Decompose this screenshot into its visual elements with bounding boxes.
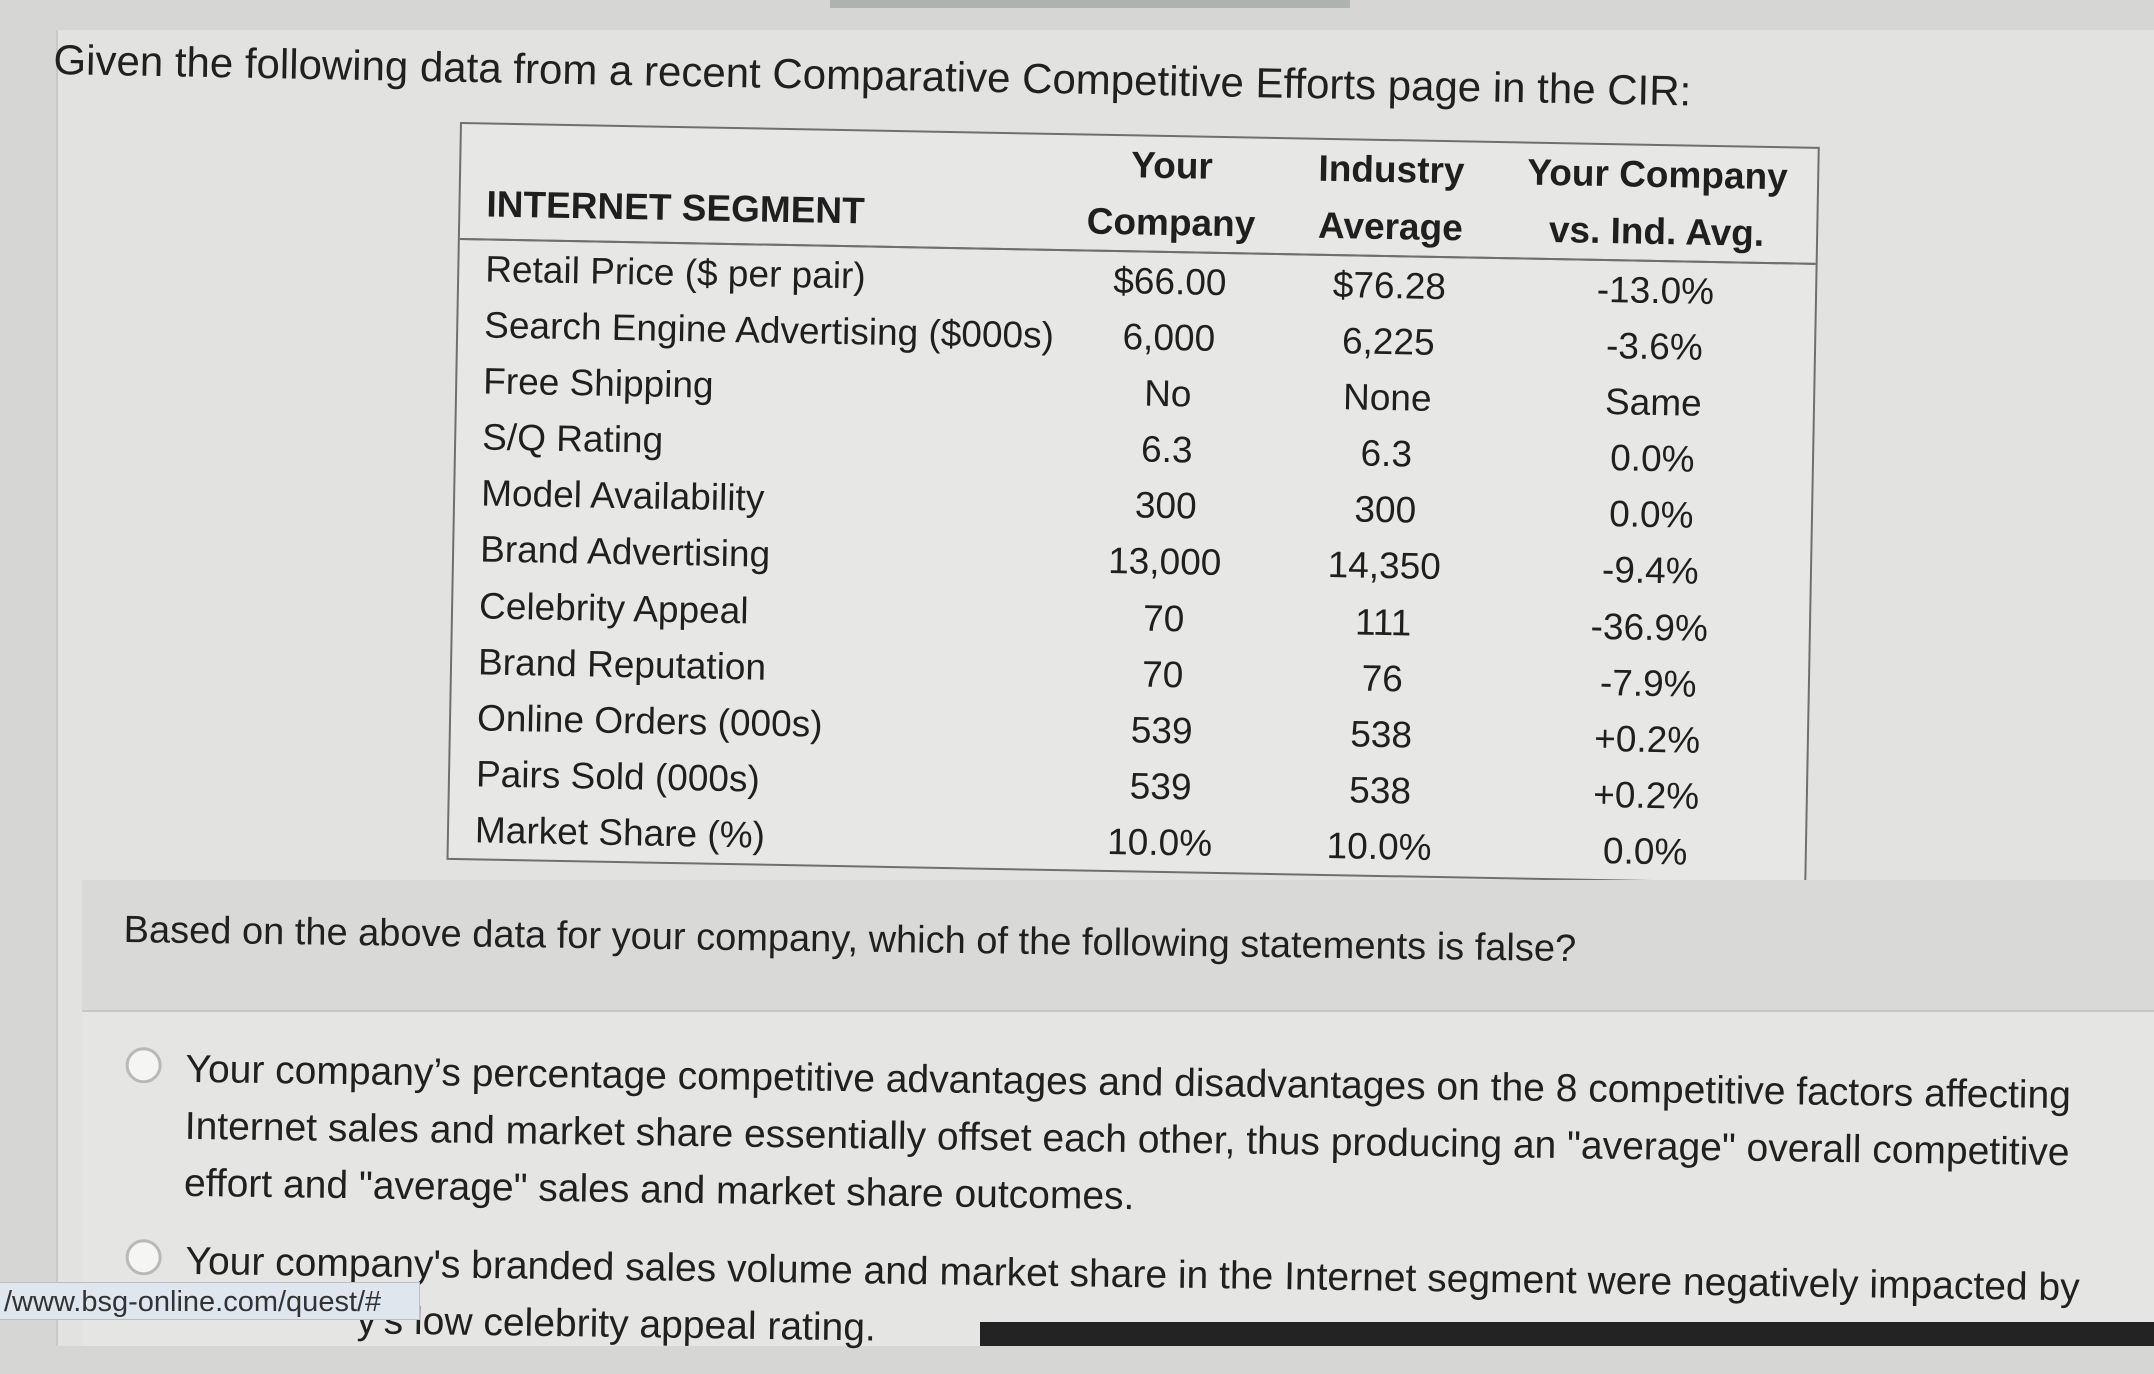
industry-average-value: 76 <box>1361 657 1404 700</box>
your-company-header-line-1: Your <box>1130 144 1214 187</box>
row-label: Online Orders (000s) <box>476 697 823 745</box>
your-company-value: 6.3 <box>1140 428 1193 471</box>
row-label: Market Share (%) <box>474 809 766 857</box>
industry-average-header: Industry Average <box>1283 139 1499 259</box>
your-company-value: 6,000 <box>1122 315 1216 359</box>
row-label: Search Engine Advertising ($000s) <box>483 304 1055 356</box>
comparison-value: Same <box>1604 380 1703 424</box>
your-company-value: No <box>1143 372 1192 415</box>
industry-average-value: 111 <box>1354 601 1412 644</box>
your-company-value: 539 <box>1130 709 1193 752</box>
comparison-value: -13.0% <box>1596 268 1715 312</box>
your-company-value: $66.00 <box>1112 259 1227 303</box>
comparison-value: +0.2% <box>1592 774 1700 817</box>
internet-segment-table: INTERNET SEGMENT Your Company Industry A… <box>449 124 1818 883</box>
comparative-efforts-table: INTERNET SEGMENT Your Company Industry A… <box>446 122 1820 885</box>
industry-average-value: 6.3 <box>1360 432 1413 475</box>
row-label: Retail Price ($ per pair) <box>484 248 867 297</box>
row-label: Free Shipping <box>482 360 714 406</box>
industry-average-header-line-1: Industry <box>1318 147 1465 192</box>
industry-average-value: 300 <box>1354 488 1417 531</box>
comparison-value: +0.2% <box>1593 717 1701 761</box>
your-company-value: 70 <box>1142 597 1185 639</box>
question-stem-bar <box>82 880 2154 1012</box>
industry-average-value: 538 <box>1348 769 1412 812</box>
segment-header: INTERNET SEGMENT <box>459 124 1060 250</box>
row-label: Celebrity Appeal <box>478 585 749 631</box>
comparison-value: -3.6% <box>1605 324 1704 368</box>
industry-average-value: $76.28 <box>1332 263 1447 307</box>
comparison-value: 0.0% <box>1602 830 1688 873</box>
row-label: Pairs Sold (000s) <box>475 753 761 800</box>
industry-average-value: None <box>1342 376 1432 419</box>
comparison-value: 0.0% <box>1608 493 1694 536</box>
comparison-value: -9.4% <box>1601 549 1699 593</box>
row-label: S/Q Rating <box>481 416 664 461</box>
answer-option-text-line-2[interactable]: y's low celebrity appeal rating. <box>356 1299 877 1350</box>
your-company-value: 70 <box>1141 653 1184 696</box>
row-label: Model Availability <box>480 472 765 519</box>
comparison-value: -36.9% <box>1590 605 1709 649</box>
status-bar-overlap-space <box>185 1331 357 1333</box>
comparison-value: 0.0% <box>1609 437 1695 480</box>
your-company-value: 300 <box>1134 484 1198 527</box>
industry-average-value: 6,225 <box>1341 319 1436 363</box>
your-company-value: 13,000 <box>1107 540 1222 584</box>
comparison-value: -7.9% <box>1599 661 1697 705</box>
your-company-value: 10.0% <box>1106 821 1213 865</box>
industry-average-value: 14,350 <box>1327 544 1442 588</box>
your-company-header: Your Company <box>1057 134 1286 255</box>
comparison-header-line-1: Your Company <box>1527 151 1789 198</box>
comparison-header-line-2: vs. Ind. Avg. <box>1548 208 1765 254</box>
your-company-value: 539 <box>1129 765 1192 808</box>
your-company-header-line-2: Company <box>1086 200 1256 245</box>
browser-status-url: /www.bsg-online.com/quest/# <box>0 1282 420 1320</box>
industry-average-value: 538 <box>1349 713 1413 756</box>
row-label: Brand Reputation <box>477 641 767 688</box>
row-label: Brand Advertising <box>479 528 771 576</box>
screen-bottom-shadow <box>980 1322 2154 1346</box>
comparison-header: Your Company vs. Ind. Avg. <box>1496 143 1818 264</box>
screen-glare <box>830 0 1350 8</box>
answer-options-area <box>82 1012 2154 1346</box>
industry-average-value: 10.0% <box>1326 825 1432 869</box>
answer-option-text[interactable]: Your company’s percentage competitive ad… <box>183 1047 2072 1219</box>
industry-average-header-line-2: Average <box>1317 204 1464 249</box>
